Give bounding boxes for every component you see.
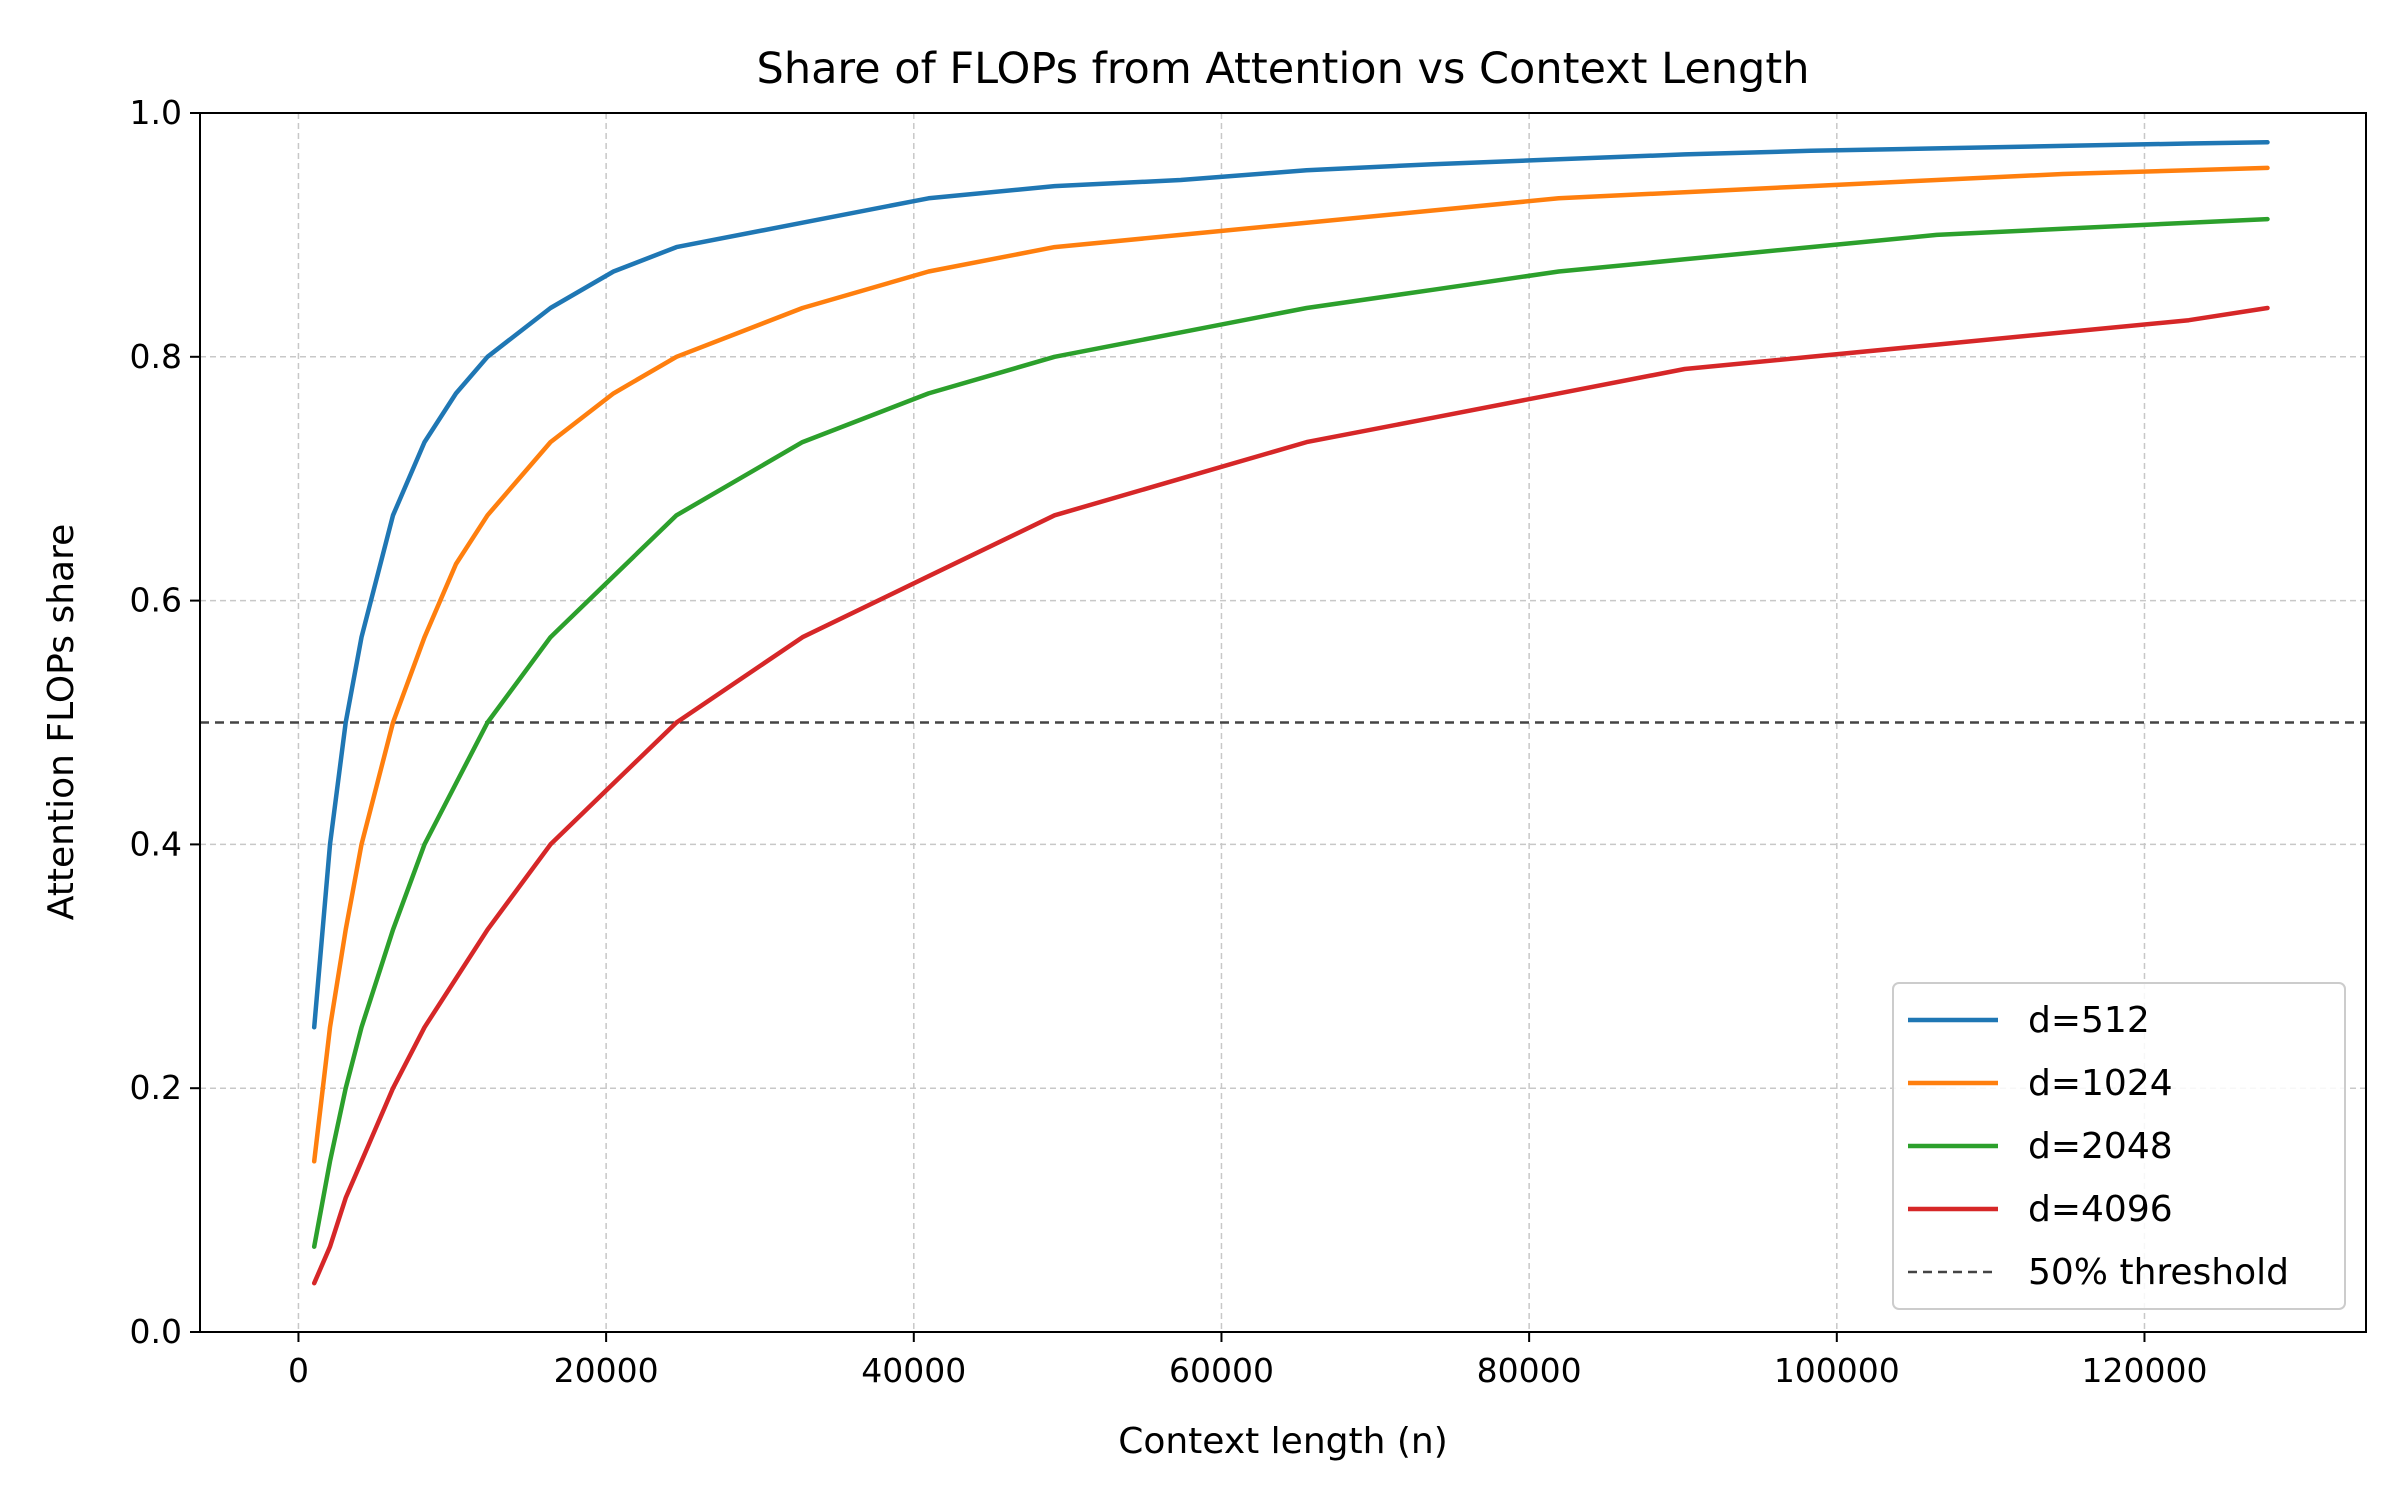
- y-tick-label: 0.0: [130, 1312, 182, 1351]
- legend-label: d=512: [2028, 1000, 2150, 1041]
- x-tick-label: 0: [288, 1351, 309, 1390]
- x-tick-label: 100000: [1774, 1351, 1900, 1390]
- x-tick-label: 120000: [2081, 1351, 2207, 1390]
- y-axis-ticks: 0.0 0.2 0.4 0.6 0.8 1.0: [130, 93, 200, 1351]
- legend-box: [1892, 982, 2346, 1310]
- legend-label: d=2048: [2028, 1126, 2173, 1167]
- x-axis-label: Context length (n): [1118, 1421, 1448, 1462]
- x-tick-label: 60000: [1169, 1351, 1274, 1390]
- y-tick-label: 0.8: [130, 337, 182, 376]
- x-axis-ticks: 0 20000 40000 60000 80000 100000 120000: [288, 1332, 2207, 1390]
- x-tick-label: 40000: [861, 1351, 966, 1390]
- y-tick-label: 0.4: [130, 824, 182, 863]
- y-tick-label: 0.2: [130, 1068, 182, 1107]
- legend-label: d=1024: [2028, 1063, 2173, 1104]
- legend-label: 50% threshold: [2028, 1252, 2289, 1293]
- series-line-d-2048: [311, 216, 2270, 1249]
- chart-title: Share of FLOPs from Attention vs Context…: [757, 44, 1810, 94]
- x-tick-label: 20000: [554, 1351, 659, 1390]
- series-line-d-4096: [311, 305, 2270, 1286]
- series-line-d-1024: [311, 165, 2270, 1164]
- series-line-d-512: [311, 140, 2270, 1030]
- legend-label: d=4096: [2028, 1189, 2173, 1230]
- x-tick-label: 80000: [1477, 1351, 1582, 1390]
- plot-frame: [199, 112, 2367, 1333]
- legend: d=512 d=1024 d=2048 d=4096 50% threshold: [1892, 982, 2346, 1310]
- legend-items: d=512 d=1024 d=2048 d=4096 50% threshold: [1908, 1000, 2289, 1293]
- y-axis-label: Attention FLOPs share: [41, 524, 82, 920]
- y-tick-label: 0.6: [130, 581, 182, 620]
- series-lines: [311, 140, 2270, 1286]
- y-tick-label: 1.0: [130, 93, 182, 132]
